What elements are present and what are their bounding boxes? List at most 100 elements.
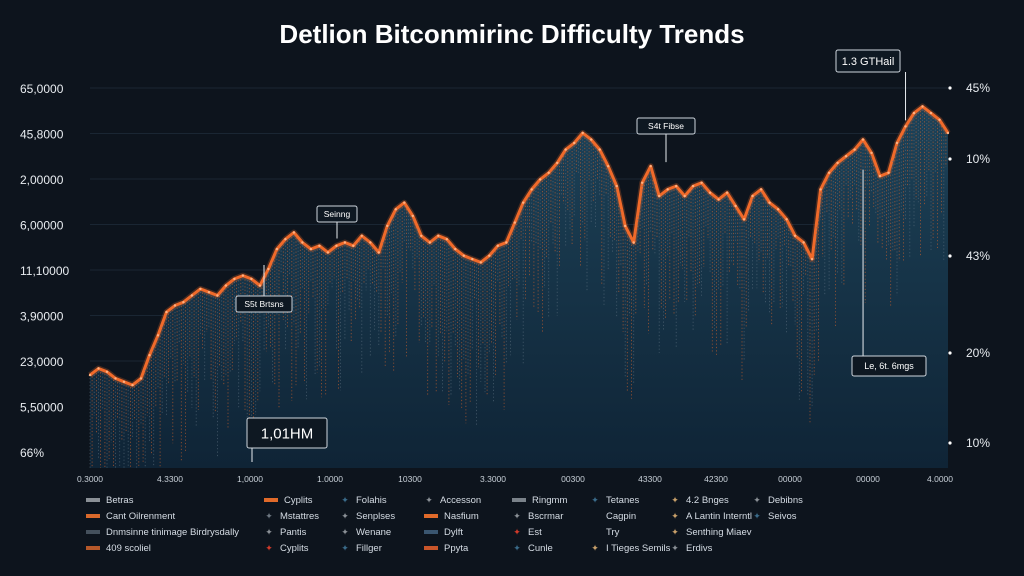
- legend-label: Betras: [106, 494, 134, 506]
- y-tick-label: 2,00000: [20, 173, 64, 187]
- data-point: [182, 301, 185, 304]
- legend-item: ✦ Tetanes: [590, 492, 670, 508]
- y-right-tick-label: 10%: [966, 436, 990, 450]
- legend-label: A Lantin Interntl: [686, 510, 752, 522]
- data-point: [156, 334, 160, 337]
- data-point: [530, 188, 533, 191]
- legend-item: ✦ Erdivs: [670, 540, 752, 556]
- x-axis: 0.3000 4.3300 1,0000 1.0000 10300 3.3000 00300…: [77, 474, 953, 484]
- data-point: [207, 291, 211, 294]
- legend-item: ✦ Bscrmar: [512, 508, 590, 524]
- legend-item: Ringmm: [512, 492, 590, 508]
- legend-swatch: [424, 546, 438, 550]
- legend-swatch: [424, 530, 438, 534]
- legend-marker-icon: ✦: [671, 542, 679, 553]
- data-point: [725, 191, 729, 194]
- data-point: [785, 218, 788, 221]
- data-point: [929, 111, 933, 115]
- x-tick-label: 43300: [638, 474, 662, 484]
- data-point: [921, 105, 924, 108]
- data-point: [241, 274, 245, 277]
- data-point: [360, 234, 363, 237]
- legend-marker-icon: ✦: [591, 494, 599, 505]
- data-point: [292, 231, 296, 234]
- data-point: [496, 244, 499, 247]
- legend-item: Betras: [86, 492, 264, 508]
- data-point: [148, 354, 151, 357]
- x-tick-label: 00300: [561, 474, 585, 484]
- legend-item: Cagpin: [590, 508, 670, 524]
- data-point: [573, 141, 576, 145]
- legend-item: Nasfium: [424, 508, 512, 524]
- data-point: [377, 251, 380, 254]
- y-tick-label: 11,10000: [20, 264, 69, 278]
- legend-item: ✦ Pantis: [264, 524, 340, 540]
- data-point: [190, 294, 194, 297]
- data-point: [556, 161, 559, 165]
- legend-label: Mstattres: [280, 510, 320, 522]
- y-right-tick-marker: [948, 86, 952, 90]
- legend-item: 409 scoliel: [86, 540, 264, 556]
- legend-label: Fillger: [356, 542, 382, 554]
- y-tick-label: 66%: [20, 446, 44, 460]
- data-point: [258, 284, 262, 287]
- data-point: [768, 201, 771, 204]
- legend-label: Dnmsinne tinimage Birdrysdally: [106, 526, 240, 538]
- data-point: [428, 241, 431, 244]
- data-point: [632, 241, 635, 244]
- data-point: [539, 178, 542, 181]
- legend-marker-icon: ✦: [425, 494, 433, 505]
- data-point: [454, 247, 457, 251]
- data-point: [301, 241, 304, 244]
- y-right-tick-marker: [948, 157, 952, 161]
- data-point: [938, 118, 941, 122]
- annotation-label: Le, 6t. 6mgs: [864, 361, 914, 371]
- data-point: [700, 181, 703, 184]
- data-point: [462, 254, 465, 257]
- y-tick-label: 6,00000: [20, 219, 64, 233]
- data-point: [717, 198, 720, 201]
- legend-item: Dylft: [424, 524, 512, 540]
- y-right-tick-label: 45%: [966, 81, 990, 95]
- y-axis-right: 45% 10% 43% 20% 10%: [948, 81, 990, 450]
- legend-label: 4.2 Bnges: [686, 494, 729, 506]
- legend-marker-icon: ✦: [265, 510, 273, 521]
- legend-item: Dnmsinne tinimage Birdrysdally: [86, 524, 264, 540]
- x-tick-label: 0.3000: [77, 474, 103, 484]
- data-point: [505, 241, 508, 244]
- area-layer: [88, 103, 951, 468]
- data-point: [946, 131, 950, 135]
- data-point: [904, 125, 907, 128]
- legend-label: 409 scoliel: [106, 542, 151, 554]
- annotation-box: [246, 417, 328, 449]
- data-point: [105, 370, 109, 373]
- data-point: [836, 161, 839, 165]
- legend-marker-icon: ✦: [341, 510, 349, 521]
- legend-item: ✦ Cunle: [512, 540, 590, 556]
- data-point: [131, 383, 134, 387]
- data-point: [233, 277, 236, 281]
- legend-marker-icon: ✦: [265, 526, 273, 537]
- y-right-tick-label: 20%: [966, 346, 990, 360]
- legend-label: Cagpin: [606, 510, 637, 522]
- legend-label: Cunle: [528, 542, 553, 554]
- y-right-tick-marker: [948, 441, 952, 445]
- chart-title: Detlion Bitconmirinc Difficulty Trends: [279, 19, 744, 49]
- legend-label: Try: [606, 526, 620, 538]
- data-point: [369, 241, 372, 244]
- data-point: [734, 204, 737, 208]
- legend-item: ✦ Folahis: [340, 492, 424, 508]
- data-point: [624, 224, 627, 228]
- data-point: [683, 194, 686, 198]
- x-tick-label: 3.3000: [480, 474, 506, 484]
- legend-label: Cyplits: [284, 494, 313, 506]
- y-axis-left: 65,0000 45,8000 2,00000 6,00000 11,10000 3,90…: [20, 82, 69, 460]
- legend-marker-icon: ✦: [671, 510, 679, 521]
- data-point: [471, 257, 474, 261]
- legend-item: ✦ I Tieges Semils: [590, 540, 670, 556]
- data-point: [895, 141, 899, 145]
- legend-label: Bscrmar: [528, 510, 564, 522]
- legend-label: Est: [528, 526, 542, 538]
- legend-item: ✦ Senthing Miaevuit: [670, 524, 752, 540]
- annotation-label: S4t Fibse: [648, 121, 684, 131]
